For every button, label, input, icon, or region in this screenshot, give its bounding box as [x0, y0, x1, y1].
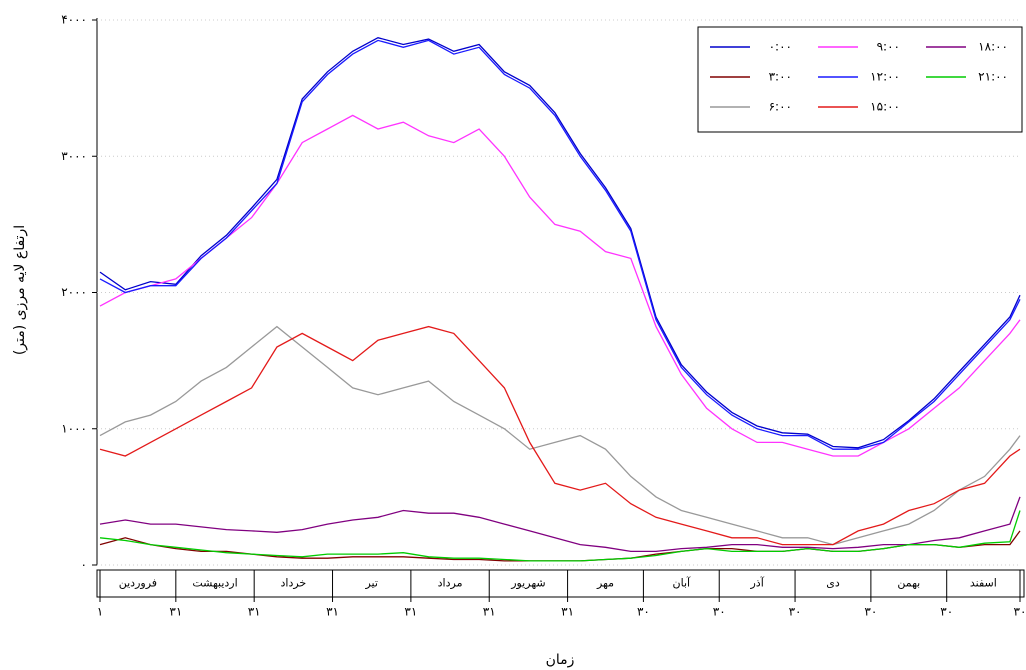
legend-label: ۲۱:۰۰	[978, 70, 1008, 84]
series-line	[99, 530, 1021, 562]
month-label: خرداد	[280, 577, 306, 590]
month-label: مرداد	[438, 577, 463, 590]
month-label: مهر	[596, 577, 614, 590]
legend-label: ۶:۰۰	[769, 100, 792, 114]
legend-label: ۱۸:۰۰	[978, 40, 1008, 54]
month-label: فروردین	[119, 577, 157, 590]
month-label: آذر	[750, 576, 765, 590]
x-tick-label: ۳۱	[404, 605, 417, 619]
legend-label: ۱۵:۰۰	[870, 100, 900, 114]
legend-label: ۰:۰۰	[769, 40, 792, 54]
y-tick-label: ۱۰۰۰	[61, 421, 87, 435]
x-tick-label: ۳۱	[561, 605, 574, 619]
month-band	[96, 569, 1025, 598]
legend-box	[697, 26, 1023, 133]
y-tick-label: ۰	[81, 558, 87, 572]
series-line	[99, 114, 1021, 457]
series-line	[99, 37, 1021, 449]
series-line	[99, 325, 1021, 546]
month-label: اردیبهشت	[192, 577, 237, 590]
x-tick-label: ۳۰	[940, 605, 953, 619]
month-label: اسفند	[970, 577, 997, 590]
y-tick-label: ۴۰۰۰	[61, 13, 87, 27]
month-label: شهریور	[510, 577, 545, 590]
x-tick-label: ۳۱	[169, 605, 182, 619]
x-tick-label: ۳۱	[326, 605, 339, 619]
legend-label: ۱۲:۰۰	[870, 70, 900, 84]
month-label: دی	[826, 577, 840, 590]
x-axis-title: زمان	[546, 652, 575, 668]
month-label: تیر	[364, 577, 377, 590]
legend-label: ۳:۰۰	[769, 70, 792, 84]
y-tick-label: ۲۰۰۰	[61, 285, 87, 299]
series-line	[99, 325, 1021, 546]
x-tick-label: ۳۰	[1014, 605, 1026, 619]
legend-label: ۹:۰۰	[877, 40, 900, 54]
x-tick-label: ۳۱	[483, 605, 496, 619]
x-tick-label: ۱	[97, 605, 103, 619]
y-tick-label: ۳۰۰۰	[61, 149, 87, 163]
x-tick-label: ۳۱	[248, 605, 261, 619]
y-axis-title: ارتفاع لایه مرزی (متر)	[12, 225, 28, 355]
x-tick-label: ۳۰	[637, 605, 650, 619]
x-tick-label: ۳۰	[789, 605, 802, 619]
series-line	[99, 510, 1021, 562]
series-line	[99, 39, 1021, 450]
series-line	[99, 496, 1021, 553]
x-tick-label: ۳۰	[713, 605, 726, 619]
month-label: بهمن	[897, 577, 920, 590]
x-tick-label: ۳۰	[864, 605, 877, 619]
month-label: آبان	[673, 576, 691, 590]
